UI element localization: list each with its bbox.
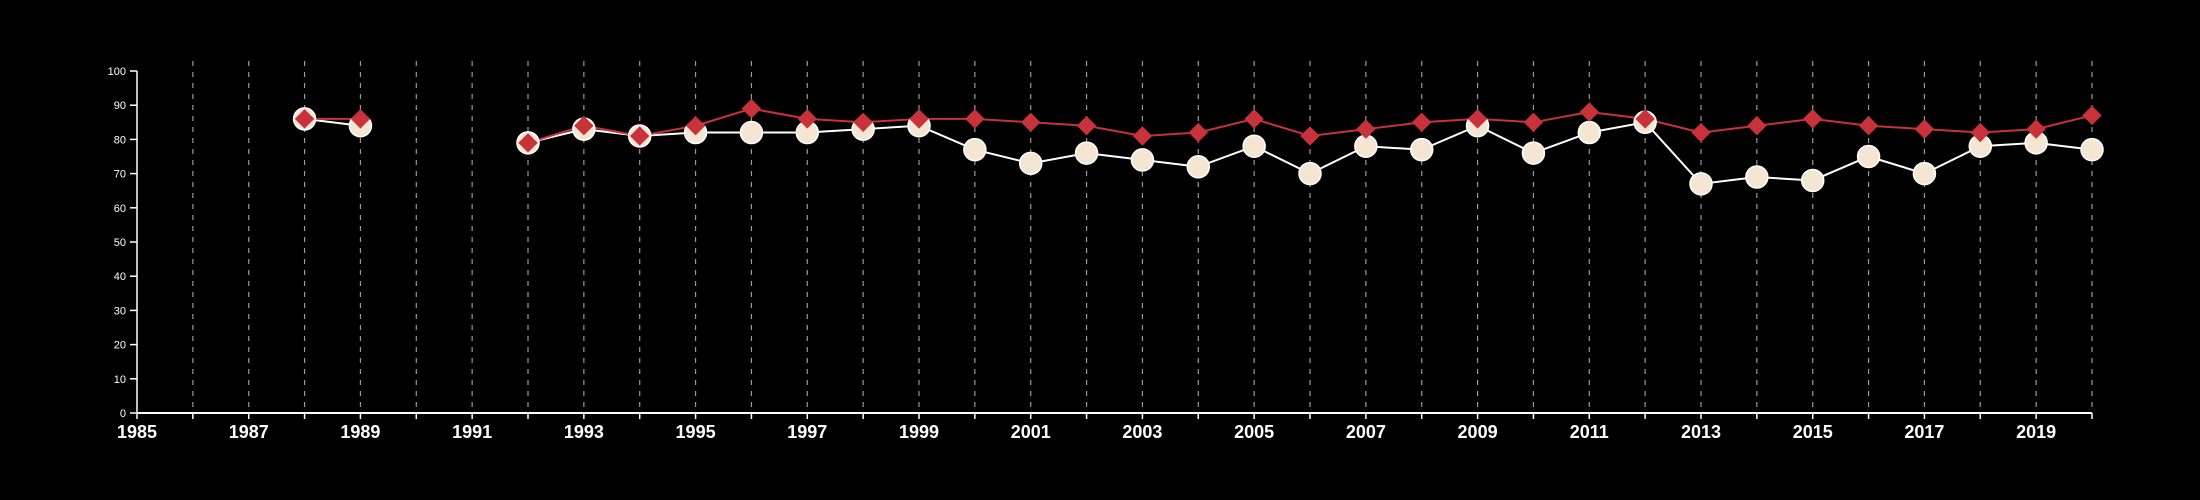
series-2-point	[1076, 116, 1097, 136]
series-2-point	[2026, 119, 2046, 139]
y-tick-label: 60	[114, 203, 126, 215]
x-tick-label: 2017	[1904, 422, 1944, 442]
series-1-point	[1130, 148, 1155, 172]
series	[292, 98, 2104, 196]
x-tick-label: 2001	[1011, 422, 1051, 442]
x-tick-label: 1993	[564, 422, 604, 442]
series-2-point	[685, 116, 706, 136]
series-2-point	[630, 126, 650, 146]
series-1-point	[739, 120, 764, 145]
series-1-point	[1745, 165, 1769, 189]
series-2-point	[1244, 109, 1264, 129]
series-2-point	[1523, 112, 1544, 133]
x-tick-label: 2015	[1793, 422, 1833, 442]
series-1-point	[1577, 120, 1602, 145]
series-2-point	[1914, 119, 1935, 139]
x-tick-label: 2011	[1570, 422, 1609, 442]
series-2-point	[350, 109, 371, 129]
series-2-point	[294, 109, 315, 129]
series-1-point	[1298, 161, 1322, 186]
series-1-point	[1186, 155, 1211, 179]
series-1-point	[2080, 137, 2104, 162]
series-2-point	[1747, 116, 1767, 136]
y-tick-label: 70	[114, 169, 126, 181]
series-1-point	[1800, 168, 1825, 193]
x-tick-label: 2013	[1681, 422, 1721, 442]
series-2-point	[1300, 126, 1320, 146]
x-tick-label: 2009	[1458, 422, 1498, 442]
y-tick-label: 50	[114, 237, 126, 249]
series-2-point	[2082, 105, 2102, 126]
series-2-point	[1021, 112, 1041, 133]
x-tick-label: 1995	[676, 422, 716, 442]
x-tick-label: 2005	[1234, 422, 1274, 442]
series-2-point	[1858, 116, 1879, 136]
series-2-point	[1803, 109, 1823, 129]
x-tick-label: 1985	[117, 422, 157, 442]
x-tick-label: 1999	[899, 422, 939, 442]
y-tick-label: 20	[114, 340, 126, 352]
y-tick-label: 10	[114, 374, 126, 386]
y-tick-label: 100	[108, 66, 126, 78]
series-2-point	[1579, 102, 1599, 122]
series-1-point	[963, 137, 987, 162]
series-2-point	[1970, 122, 1990, 143]
series-2-point	[965, 109, 985, 129]
series-1-point	[1074, 141, 1099, 165]
series-2-point	[1691, 122, 1711, 143]
series-2-point	[797, 109, 817, 129]
y-tick-label: 90	[114, 100, 126, 112]
x-tick-label: 1991	[452, 422, 492, 442]
x-tick-label: 2003	[1122, 422, 1162, 442]
series-1-point	[1242, 134, 1266, 158]
x-tick-label: 2007	[1346, 422, 1386, 442]
x-tick-label: 2019	[2016, 422, 2056, 442]
series-2-point	[1132, 126, 1153, 146]
series-2-point	[1188, 122, 1208, 143]
x-tick-label: 1989	[340, 422, 380, 442]
series-2-point	[1635, 109, 1655, 129]
y-tick-label: 80	[114, 134, 126, 146]
series-1-point	[1409, 137, 1434, 162]
axes: 0 10 20 30 40 50 60 70 80 90 100 1985 1987 1989 1991 19…	[108, 66, 2093, 442]
y-tick-label: 40	[114, 271, 126, 283]
series-1-point	[1912, 161, 1937, 186]
y-tick-label: 30	[114, 305, 126, 317]
series-2-point	[1412, 112, 1432, 133]
series-2-point	[1356, 119, 1376, 139]
series-2-point	[518, 133, 538, 153]
series-1-point	[1689, 172, 1713, 196]
series-1-point	[1521, 141, 1546, 165]
series-2-point	[1467, 109, 1488, 129]
x-tick-label: 1987	[229, 422, 269, 442]
series-1-point	[1856, 144, 1881, 169]
series-2-point	[853, 112, 873, 133]
series-1-point	[1018, 151, 1043, 176]
series-2-point	[741, 98, 762, 119]
series-2-point	[574, 116, 594, 136]
x-tick-label: 1997	[787, 422, 827, 442]
series-2-point	[909, 109, 929, 129]
y-tick-label: 0	[120, 408, 126, 420]
